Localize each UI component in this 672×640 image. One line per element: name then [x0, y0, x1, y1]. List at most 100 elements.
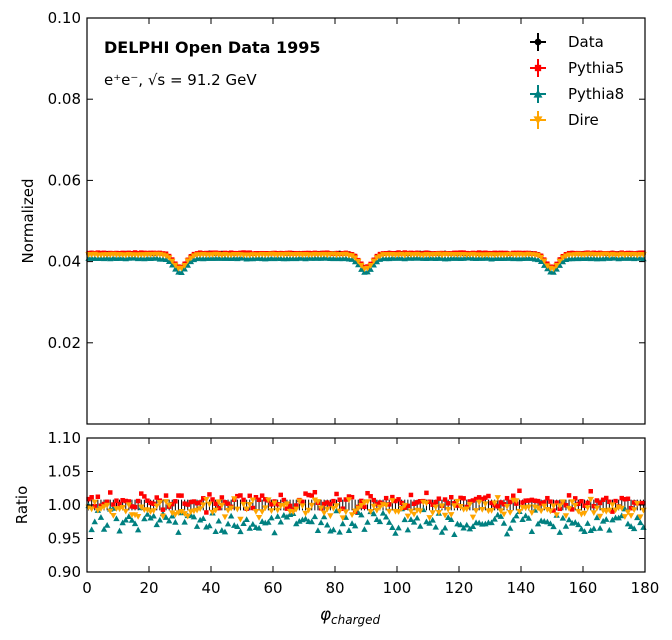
ratio-point-dire	[206, 501, 213, 508]
ratio-point-dire	[621, 514, 629, 520]
y-tick-label: 0.10	[48, 9, 81, 27]
ratio-point-pythia5	[405, 503, 411, 509]
ratio-point-dire	[246, 502, 253, 508]
ratio-point-pythia5	[182, 501, 187, 506]
ratio-point-pythia5	[461, 496, 466, 501]
ratio-point-dire	[395, 509, 402, 515]
main-frame	[86, 17, 646, 425]
ratio-point-pythia5	[216, 505, 221, 511]
point-dire	[187, 255, 195, 262]
ratio-point-dire	[562, 513, 570, 519]
ratio-point-pythia5	[619, 495, 624, 501]
ratio-point-dire	[255, 514, 263, 521]
ratio-point-dire	[345, 497, 353, 504]
ratio-point-pythia8	[131, 520, 139, 527]
ratio-point-pythia8	[265, 519, 272, 525]
ratio-point-dire	[637, 514, 644, 521]
ratio-point-dire	[283, 501, 291, 508]
ratio-point-pythia8	[237, 528, 244, 535]
ratio-point-dire	[624, 509, 632, 516]
ratio-point-dire	[497, 508, 505, 515]
ratio-point-pythia8	[150, 512, 157, 519]
ratio-point-pythia8	[562, 522, 570, 529]
ratio-point-pythia5	[235, 493, 240, 499]
ratio-point-pythia5	[334, 491, 339, 497]
legend-item-pythia8: Pythia8	[530, 85, 624, 103]
point-dire	[544, 263, 551, 270]
ratio-point-pythia5	[312, 489, 318, 495]
ratio-point-pythia8	[200, 515, 207, 522]
ratio-point-dire	[612, 507, 619, 514]
ratio-point-pythia8	[345, 527, 353, 533]
ratio-point-pythia8	[386, 519, 393, 525]
ratio-point-dire	[348, 512, 356, 519]
ratio-point-pythia5	[607, 499, 612, 505]
ratio-point-dire	[227, 505, 235, 512]
ratio-point-pythia8	[333, 507, 340, 514]
point-dire	[184, 258, 191, 265]
ratio-point-dire	[448, 512, 455, 518]
ratio-point-pythia5	[148, 500, 153, 506]
ratio-point-dire	[271, 500, 278, 507]
point-dire	[556, 258, 563, 265]
ratio-point-dire	[407, 508, 415, 515]
legend-marker-pythia8	[533, 89, 543, 98]
ratio-point-pythia8	[463, 521, 470, 528]
point-dire	[181, 262, 188, 269]
ratio-point-dire	[404, 513, 412, 520]
ratio-point-dire	[351, 508, 359, 515]
ratio-point-pythia5	[362, 504, 367, 510]
ratio-point-dire	[289, 509, 297, 515]
point-dire	[367, 262, 374, 269]
x-tick-label: 40	[201, 579, 220, 597]
ratio-point-pythia8	[426, 519, 433, 526]
ratio-point-dire	[525, 504, 532, 511]
ratio-point-pythia5	[569, 507, 575, 512]
ratio-point-pythia5	[170, 501, 175, 507]
ratio-point-pythia8	[358, 511, 365, 518]
ratio-point-dire	[252, 509, 260, 515]
point-pythia5	[241, 250, 246, 255]
ratio-point-pythia5	[104, 499, 110, 505]
ratio-point-pythia5	[263, 497, 268, 502]
ratio-point-pythia8	[510, 516, 517, 523]
ratio-point-pythia8	[175, 529, 182, 535]
x-tick-label: 0	[82, 579, 92, 597]
x-tick-label: 140	[507, 579, 536, 597]
ratio-point-pythia8	[234, 523, 241, 530]
ratio-point-dire	[417, 508, 424, 515]
point-pythia8	[534, 256, 542, 263]
ratio-point-pythia5	[213, 501, 218, 507]
ratio-point-pythia5	[625, 496, 631, 502]
ratio-point-pythia8	[162, 514, 170, 520]
ratio-point-dire	[482, 501, 489, 508]
y-tick-label: 0.95	[48, 530, 81, 548]
ratio-point-dire	[398, 506, 405, 512]
ratio-point-dire	[305, 507, 312, 514]
point-pythia8	[178, 269, 185, 275]
ratio-point-pythia5	[517, 488, 522, 494]
ratio-point-pythia5	[359, 498, 364, 504]
ratio-point-pythia5	[204, 510, 209, 515]
ratio-point-pythia8	[88, 526, 95, 533]
ratio-point-pythia8	[395, 524, 402, 531]
ratio-point-pythia8	[627, 523, 635, 529]
x-tick-label: 80	[325, 579, 344, 597]
ratio-point-pythia5	[300, 499, 305, 505]
ratio-point-pythia5	[284, 506, 290, 511]
ratio-point-pythia5	[591, 503, 597, 509]
ratio-points	[85, 488, 647, 538]
point-pythia8	[348, 256, 356, 262]
ratio-point-pythia5	[371, 497, 376, 503]
ratio-point-pythia5	[387, 502, 392, 507]
y-tick-label: 0.90	[48, 563, 81, 581]
ratio-point-pythia8	[603, 516, 610, 522]
ratio-point-dire	[172, 511, 179, 518]
y-tick-label: 1.00	[48, 496, 81, 514]
point-pythia8	[556, 262, 563, 268]
ratio-point-pythia8	[609, 516, 616, 523]
ratio-point-pythia5	[501, 501, 507, 507]
ratio-point-pythia5	[548, 499, 553, 504]
ratio-point-pythia8	[240, 520, 247, 526]
chart-title: DELPHI Open Data 1995	[104, 38, 321, 57]
